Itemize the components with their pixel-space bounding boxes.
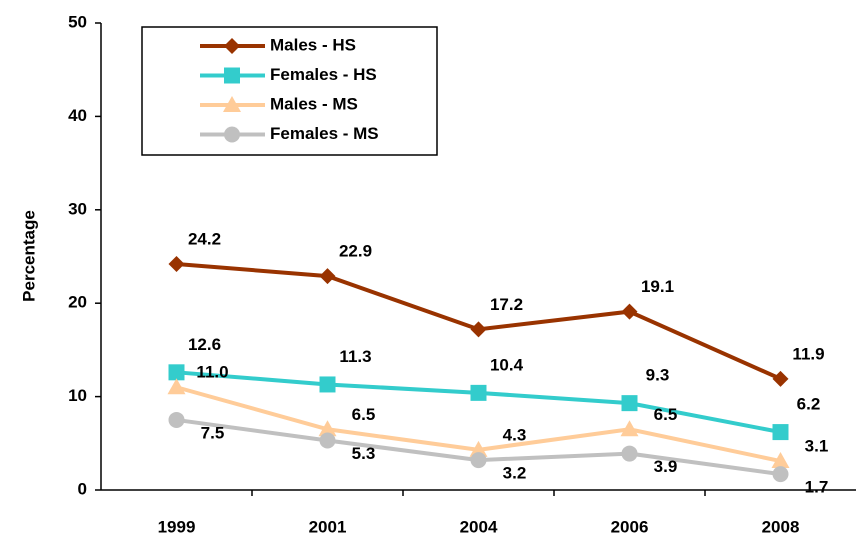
marker <box>319 432 336 449</box>
data-label: 12.6 <box>188 335 221 354</box>
marker <box>168 255 185 272</box>
data-label: 22.9 <box>339 242 372 261</box>
y-tick-label: 20 <box>68 293 87 312</box>
y-axis-title: Percentage <box>19 210 38 302</box>
marker <box>224 38 240 54</box>
marker <box>620 420 639 437</box>
legend-label: Females - MS <box>270 124 379 143</box>
data-label: 11.0 <box>196 363 228 382</box>
data-label: 1.7 <box>805 478 829 497</box>
marker <box>224 126 240 143</box>
data-label: 3.2 <box>503 464 527 483</box>
x-tick-label: 2008 <box>762 517 800 536</box>
data-label: 11.3 <box>339 347 371 366</box>
marker <box>469 440 488 457</box>
marker <box>772 424 789 441</box>
marker <box>318 420 337 437</box>
marker <box>470 321 487 338</box>
marker <box>771 452 790 469</box>
data-label: 24.2 <box>188 229 221 248</box>
x-tick-label: 2006 <box>611 517 649 536</box>
marker <box>470 384 487 401</box>
y-tick-label: 50 <box>68 12 87 31</box>
data-label: 3.9 <box>654 457 678 476</box>
x-tick-label: 2004 <box>460 517 498 536</box>
legend-box <box>141 26 438 156</box>
data-label: 4.3 <box>503 425 527 444</box>
data-label: 7.5 <box>201 423 225 442</box>
y-tick-label: 30 <box>68 199 87 218</box>
data-label: 10.4 <box>490 355 524 374</box>
data-label: 17.2 <box>490 295 523 314</box>
marker <box>772 466 789 483</box>
marker <box>168 411 185 428</box>
marker <box>168 364 185 381</box>
data-label: 3.1 <box>805 437 829 456</box>
marker <box>621 395 638 412</box>
marker <box>319 376 336 393</box>
data-label: 19.1 <box>641 277 674 296</box>
marker <box>319 268 336 285</box>
y-tick-label: 10 <box>68 386 87 405</box>
legend-label: Males - MS <box>270 94 358 113</box>
marker <box>772 370 789 387</box>
y-tick-label: 40 <box>68 106 87 125</box>
marker <box>224 67 240 84</box>
marker <box>167 378 186 395</box>
x-tick-label: 2001 <box>309 517 347 536</box>
marker <box>470 452 487 469</box>
data-label: 6.5 <box>654 405 678 424</box>
data-label: 9.3 <box>646 366 670 385</box>
legend-label: Males - HS <box>270 35 356 54</box>
data-label: 6.5 <box>352 405 376 424</box>
data-label: 5.3 <box>352 444 376 463</box>
data-label: 6.2 <box>797 395 821 414</box>
marker <box>223 96 241 112</box>
legend-label: Females - HS <box>270 65 377 84</box>
marker <box>621 303 638 320</box>
x-tick-label: 1999 <box>158 517 196 536</box>
y-tick-label: 0 <box>78 479 87 498</box>
data-label: 11.9 <box>792 344 824 363</box>
marker <box>621 445 638 462</box>
